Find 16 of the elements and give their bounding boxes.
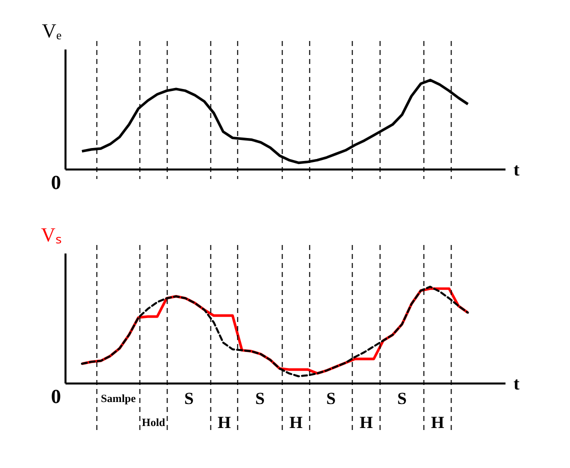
text: 0 — [51, 172, 61, 194]
text: H — [360, 413, 373, 432]
text: 0 — [51, 386, 61, 408]
y-axis-title: Vₛ — [41, 224, 62, 246]
text: S — [326, 389, 336, 408]
text: S — [255, 389, 265, 408]
y-axis-title: Vₑ — [42, 20, 62, 42]
text: H — [430, 413, 444, 432]
x-axis-title: t — [514, 160, 520, 180]
text: Hold — [142, 417, 166, 429]
text: S — [184, 389, 194, 408]
x-axis-title: t — [514, 374, 520, 394]
text: Samlpe — [100, 393, 136, 405]
text: S — [397, 389, 407, 408]
text: H — [289, 413, 303, 432]
text: H — [218, 413, 231, 432]
